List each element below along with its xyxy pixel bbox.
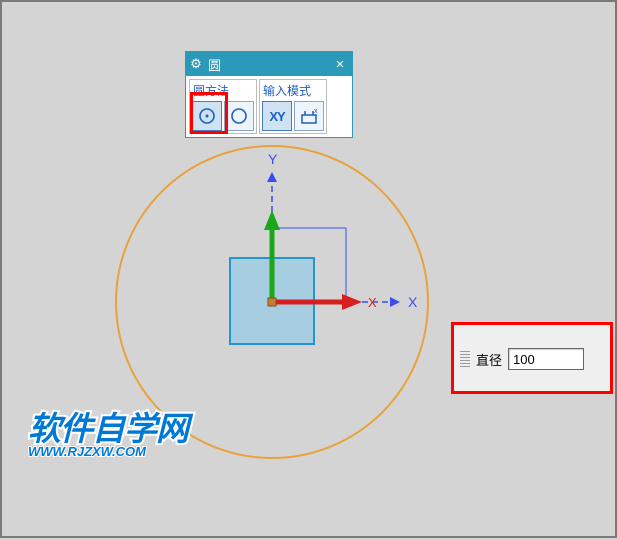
svg-text:x: x bbox=[314, 108, 318, 115]
diameter-input-panel: 直径 bbox=[451, 322, 613, 394]
panel-titlebar[interactable]: ⚙ 圆 × bbox=[186, 52, 352, 76]
x-arrow-label: X bbox=[368, 295, 377, 310]
center-radius-button[interactable] bbox=[192, 101, 222, 131]
selection-rect bbox=[272, 228, 346, 302]
y-arrow-head bbox=[264, 210, 280, 230]
x-arrow-head bbox=[342, 294, 362, 310]
watermark-cn: 软件自学网 bbox=[28, 402, 188, 450]
x-axis-tip bbox=[390, 297, 400, 307]
group-circle-method: 圆方法 bbox=[189, 79, 257, 134]
xy-mode-button[interactable]: XY bbox=[262, 101, 292, 131]
y-axis-label: Y bbox=[268, 151, 278, 167]
origin-marker bbox=[268, 298, 276, 306]
xy-icon: XY bbox=[269, 109, 284, 124]
three-point-button[interactable] bbox=[224, 101, 254, 131]
relative-mode-button[interactable]: x bbox=[294, 101, 324, 131]
three-point-icon bbox=[229, 106, 249, 126]
group-label: 圆方法 bbox=[191, 81, 255, 100]
x-axis-label: X bbox=[408, 294, 418, 310]
close-icon[interactable]: × bbox=[328, 56, 352, 73]
relative-mode-icon: x bbox=[299, 106, 319, 126]
circle-tool-panel: ⚙ 圆 × 圆方法 bbox=[185, 51, 353, 138]
y-axis-tip bbox=[267, 172, 277, 182]
panel-title: 圆 bbox=[206, 55, 328, 74]
drag-grip-icon[interactable] bbox=[460, 351, 470, 367]
solid-face bbox=[230, 258, 314, 344]
viewport: X Y X ⚙ 圆 × 圆方法 bbox=[0, 0, 617, 538]
diameter-input[interactable] bbox=[508, 348, 584, 370]
gear-icon[interactable]: ⚙ bbox=[186, 56, 206, 72]
group-input-mode: 输入模式 XY x bbox=[259, 79, 327, 134]
center-radius-icon bbox=[197, 106, 217, 126]
watermark: 软件自学网 WWW.RJZXW.COM bbox=[28, 402, 188, 459]
group-label: 输入模式 bbox=[261, 81, 325, 100]
diameter-label: 直径 bbox=[476, 350, 502, 369]
panel-body: 圆方法 输入模式 bbox=[186, 76, 352, 137]
